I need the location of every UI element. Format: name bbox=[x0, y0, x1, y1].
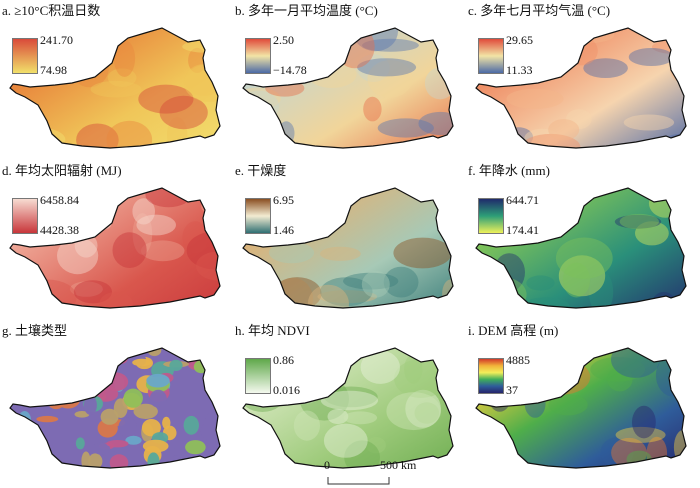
panel-title-e: e. 干燥度 bbox=[235, 163, 287, 178]
map-panel-g: g. 土壤类型 bbox=[0, 320, 233, 480]
legend-min-a: 74.98 bbox=[40, 63, 67, 77]
color-legend-c bbox=[478, 38, 504, 74]
map-panel-c: c. 多年七月平均气温 (°C) 29.65 11.33 bbox=[466, 0, 699, 160]
legend-max-d: 6458.84 bbox=[40, 193, 79, 207]
color-legend-h bbox=[245, 358, 271, 394]
map-panel-e: e. 干燥度 6.95 1.46 bbox=[233, 160, 466, 320]
legend-min-i: 37 bbox=[506, 383, 518, 397]
region-map-e bbox=[242, 187, 454, 309]
legend-max-c: 29.65 bbox=[506, 33, 533, 47]
map-panel-d: d. 年均太阳辐射 (MJ) 6458.84 4428.38 bbox=[0, 160, 233, 320]
color-legend-a bbox=[12, 38, 38, 74]
legend-max-e: 6.95 bbox=[273, 193, 294, 207]
region-map-f bbox=[475, 187, 687, 309]
panel-title-a: a. ≥10°C积温日数 bbox=[2, 3, 101, 18]
scale-bar-line bbox=[327, 477, 390, 485]
map-panel-b: b. 多年一月平均温度 (°C) 2.50 −14.78 bbox=[233, 0, 466, 160]
legend-min-c: 11.33 bbox=[506, 63, 533, 77]
legend-min-f: 174.41 bbox=[506, 223, 539, 237]
region-map-a bbox=[9, 27, 221, 149]
region-map-h bbox=[242, 347, 454, 469]
panel-title-c: c. 多年七月平均气温 (°C) bbox=[468, 3, 611, 18]
panel-title-i: i. DEM 高程 (m) bbox=[468, 323, 559, 338]
panel-title-f: f. 年降水 (mm) bbox=[468, 163, 550, 178]
map-panel-f: f. 年降水 (mm) 644.71 174.41 bbox=[466, 160, 699, 320]
panel-title-b: b. 多年一月平均温度 (°C) bbox=[235, 3, 378, 18]
map-panel-i: i. DEM 高程 (m) 4885 37 bbox=[466, 320, 699, 480]
region-map-g bbox=[9, 347, 221, 469]
color-legend-b bbox=[245, 38, 271, 74]
panel-title-d: d. 年均太阳辐射 (MJ) bbox=[2, 163, 122, 178]
region-map-d bbox=[9, 187, 221, 309]
map-panel-a: a. ≥10°C积温日数 241.70 74.98 bbox=[0, 0, 233, 160]
scale-bar-end-label: 500 km bbox=[380, 458, 417, 472]
panel-title-g: g. 土壤类型 bbox=[2, 323, 68, 338]
color-legend-f bbox=[478, 198, 504, 234]
region-map-c bbox=[475, 27, 687, 149]
legend-max-i: 4885 bbox=[506, 353, 530, 367]
scale-bar-start-label: 0 bbox=[324, 458, 330, 472]
legend-min-d: 4428.38 bbox=[40, 223, 79, 237]
legend-max-f: 644.71 bbox=[506, 193, 539, 207]
legend-max-h: 0.86 bbox=[273, 353, 294, 367]
color-legend-i bbox=[478, 358, 504, 394]
scale-bar: 0 500 km bbox=[320, 458, 460, 488]
map-panel-h: h. 年均 NDVI 0.86 0.016 bbox=[233, 320, 466, 480]
legend-max-b: 2.50 bbox=[273, 33, 294, 47]
panel-title-h: h. 年均 NDVI bbox=[235, 323, 310, 338]
legend-max-a: 241.70 bbox=[40, 33, 73, 47]
legend-min-e: 1.46 bbox=[273, 223, 294, 237]
color-legend-e bbox=[245, 198, 271, 234]
legend-min-b: −14.78 bbox=[273, 63, 307, 77]
region-map-b bbox=[242, 27, 454, 149]
legend-min-h: 0.016 bbox=[273, 383, 300, 397]
region-map-i bbox=[475, 347, 687, 469]
color-legend-d bbox=[12, 198, 38, 234]
